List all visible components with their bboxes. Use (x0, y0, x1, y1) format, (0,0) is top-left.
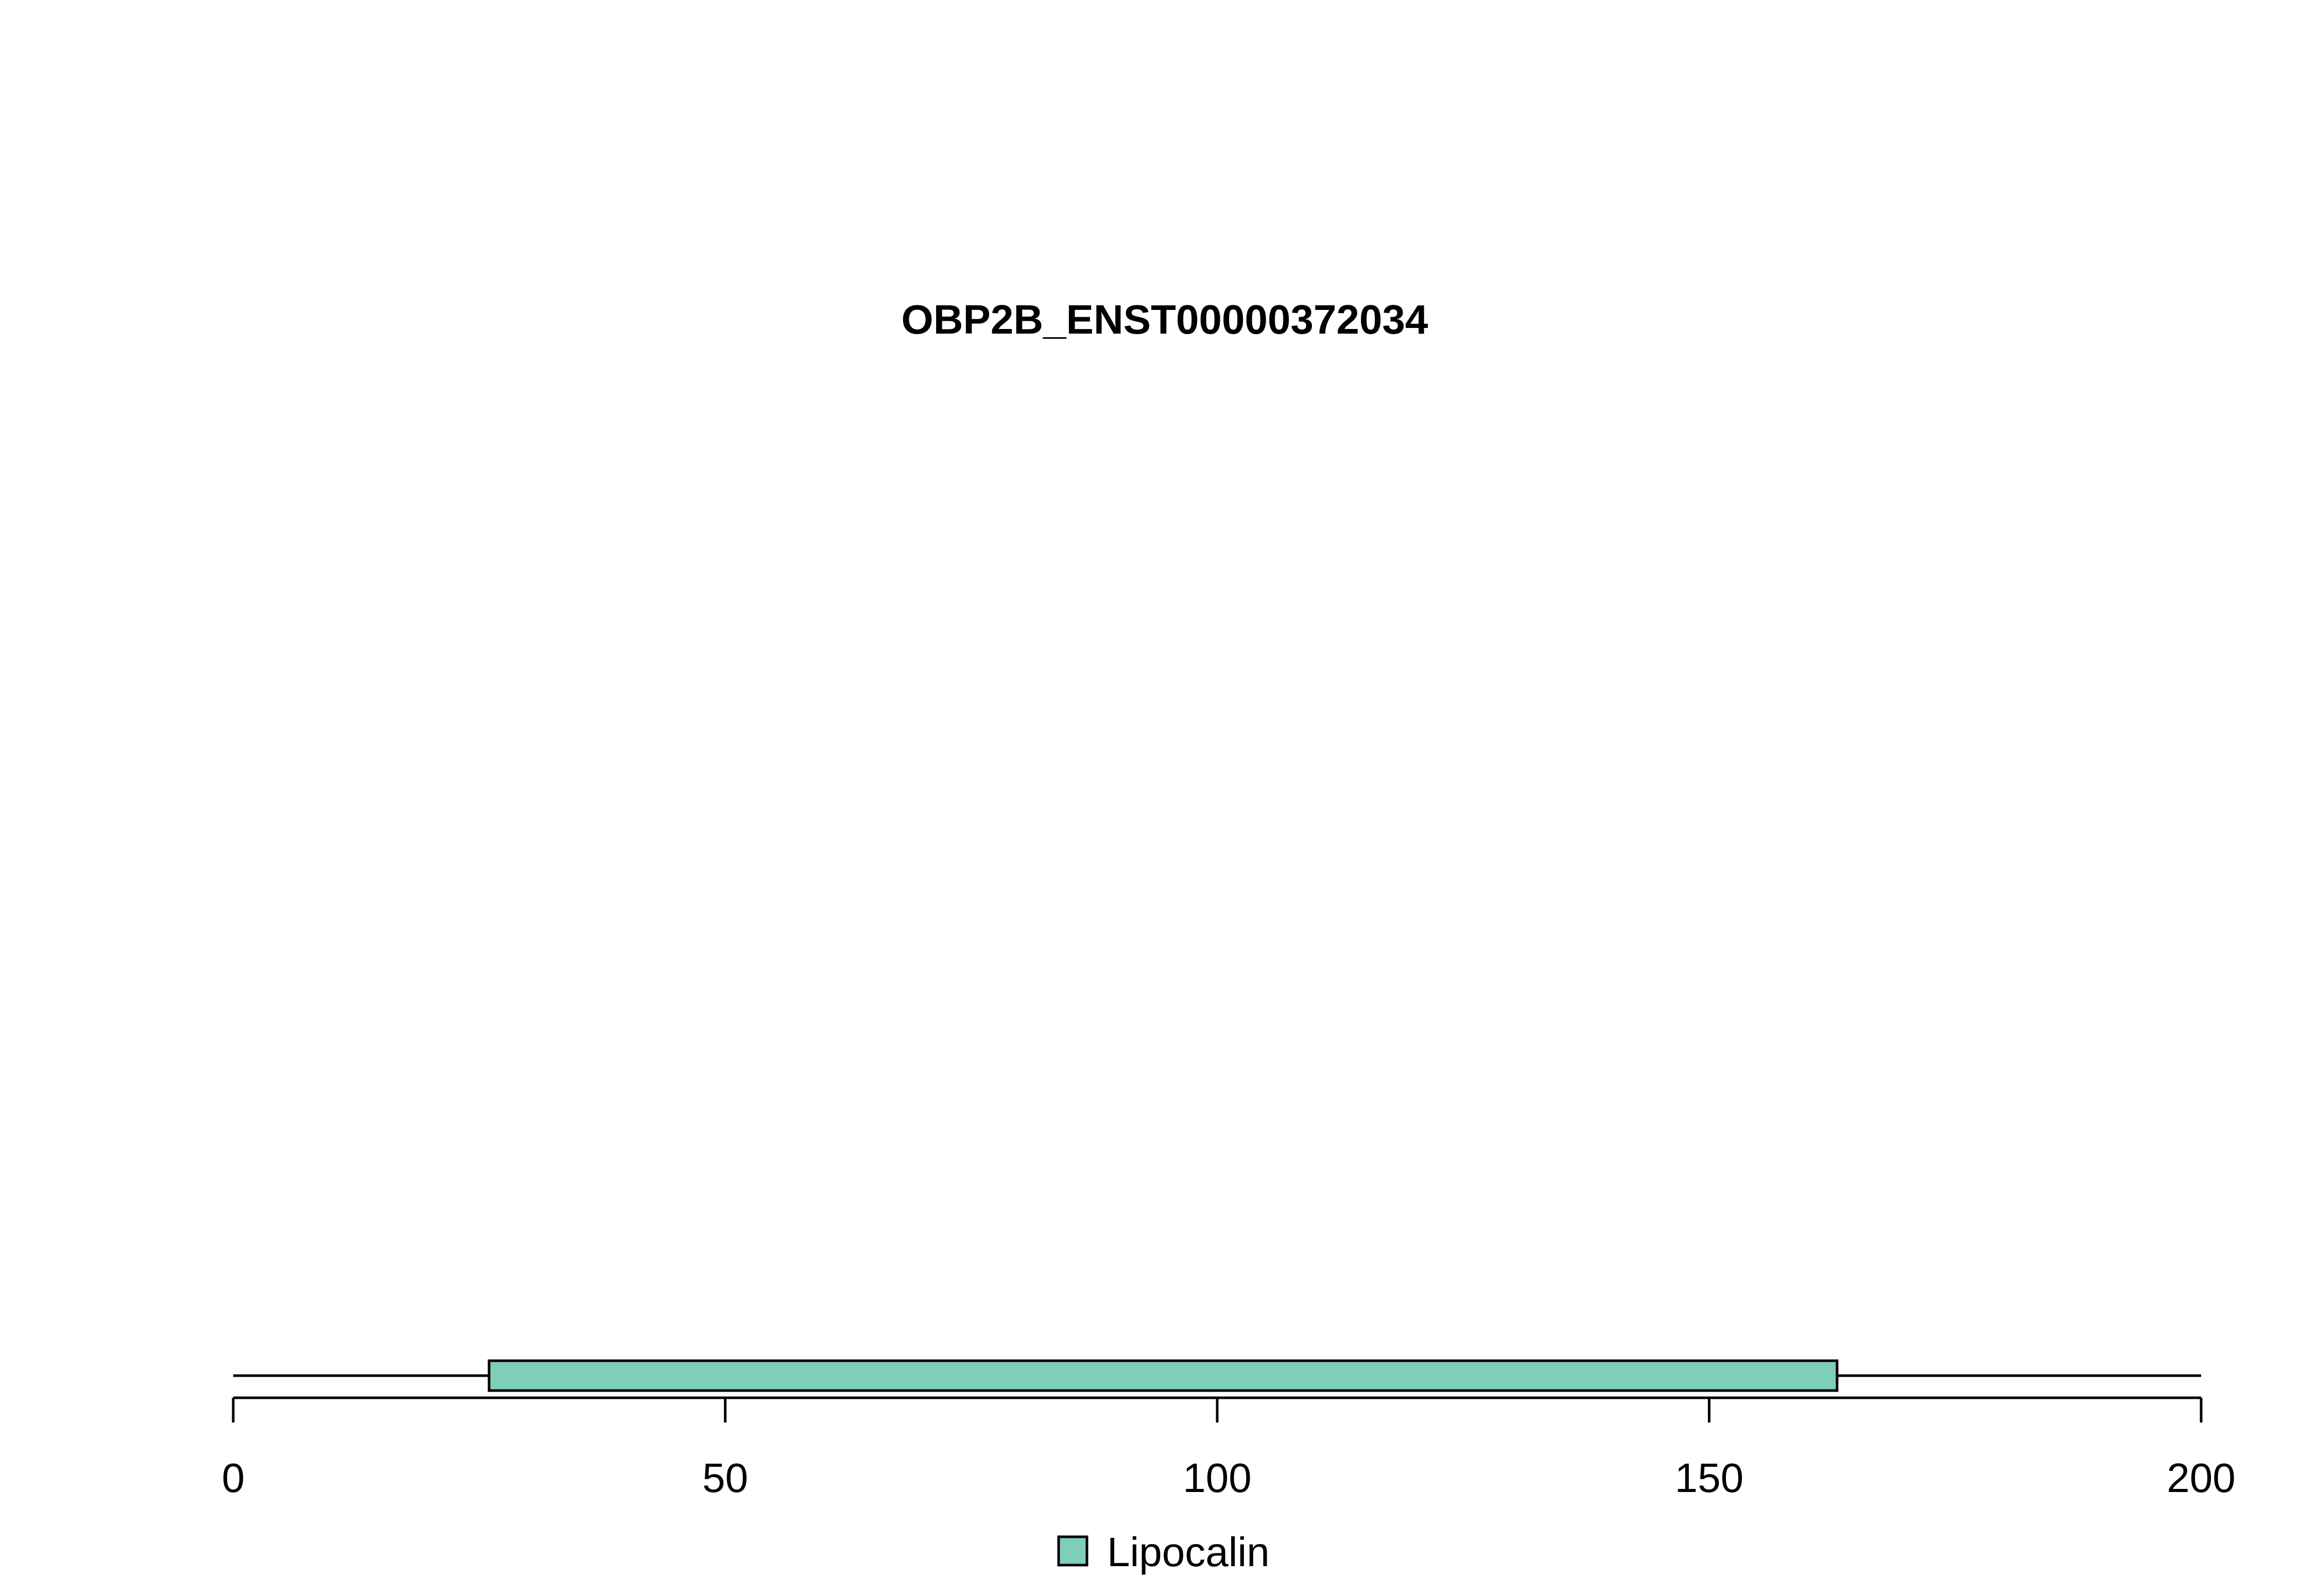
x-axis: 0 50 100 150 200 (222, 1396, 2236, 1501)
domain-layer (488, 1359, 1839, 1392)
chart-title: OBP2B_ENST00000372034 (902, 297, 1428, 342)
x-tick-label: 100 (1183, 1455, 1251, 1501)
x-tick-label: 200 (2167, 1455, 2235, 1501)
domain-box (488, 1359, 1839, 1392)
legend-label: Lipocalin (1107, 1529, 1270, 1575)
x-tick-label: 150 (1675, 1455, 1743, 1501)
x-tick-label: 0 (222, 1455, 245, 1501)
legend-swatch (1057, 1535, 1088, 1567)
legend: Lipocalin (1057, 1529, 1270, 1575)
x-tick-label: 50 (702, 1455, 748, 1501)
